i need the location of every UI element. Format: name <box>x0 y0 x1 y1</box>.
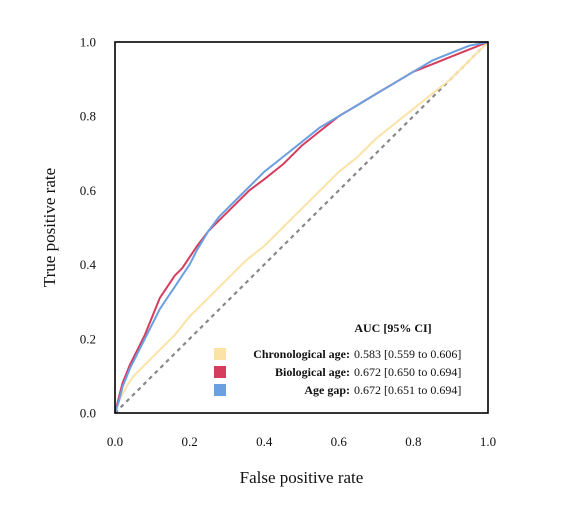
legend-swatch-series-1 <box>214 348 226 360</box>
x-tick-label: 0.2 <box>181 434 197 449</box>
y-axis-title: True positive rate <box>40 168 59 287</box>
legend-auc-value: 0.672 [0.650 to 0.694] <box>354 365 461 379</box>
legend-swatch-series-3 <box>214 384 226 396</box>
plot-frame <box>114 41 489 414</box>
x-axis-title: False positive rate <box>240 468 364 487</box>
y-tick-label: 0.4 <box>80 257 97 272</box>
legend: AUC [95% CI] Chronological age: 0.583 [0.… <box>214 321 461 397</box>
legend-series-name: Biological age: <box>275 365 350 379</box>
y-tick-label: 0.6 <box>80 183 97 198</box>
y-tick-label: 0.2 <box>80 331 96 346</box>
legend-auc-value: 0.672 [0.651 to 0.694] <box>354 383 461 397</box>
x-tick-label: 0.6 <box>331 434 348 449</box>
legend-series-name: Age gap: <box>304 383 350 397</box>
x-tick-label: 0.4 <box>256 434 273 449</box>
y-tick-label: 0.8 <box>80 109 96 124</box>
legend-series-name: Chronological age: <box>253 347 350 361</box>
roc-curve-series-3 <box>114 41 489 414</box>
roc-curve-series-1 <box>114 41 489 414</box>
x-tick-label: 0.8 <box>405 434 421 449</box>
x-tick-label: 1.0 <box>480 434 496 449</box>
y-tick-label: 1.0 <box>80 35 96 50</box>
legend-title: AUC [95% CI] <box>354 321 431 335</box>
axis-ticks: 0.0 0.2 0.4 0.6 0.8 1.0 0.0 0.2 0.4 0.6 0.8 1.0 <box>80 35 496 450</box>
legend-auc-value: 0.583 [0.559 to 0.606] <box>354 347 461 361</box>
x-tick-label: 0.0 <box>107 434 123 449</box>
legend-swatch-series-2 <box>214 366 226 378</box>
y-tick-label: 0.0 <box>80 406 96 421</box>
plot-area <box>114 41 489 414</box>
